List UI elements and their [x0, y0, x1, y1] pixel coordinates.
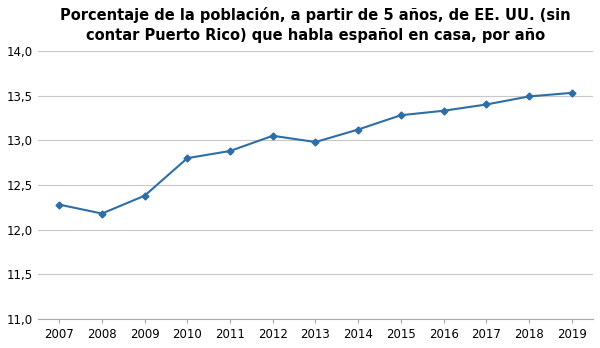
Title: Porcentaje de la población, a partir de 5 años, de EE. UU. (sin
contar Puerto Ri: Porcentaje de la población, a partir de … — [60, 7, 571, 43]
